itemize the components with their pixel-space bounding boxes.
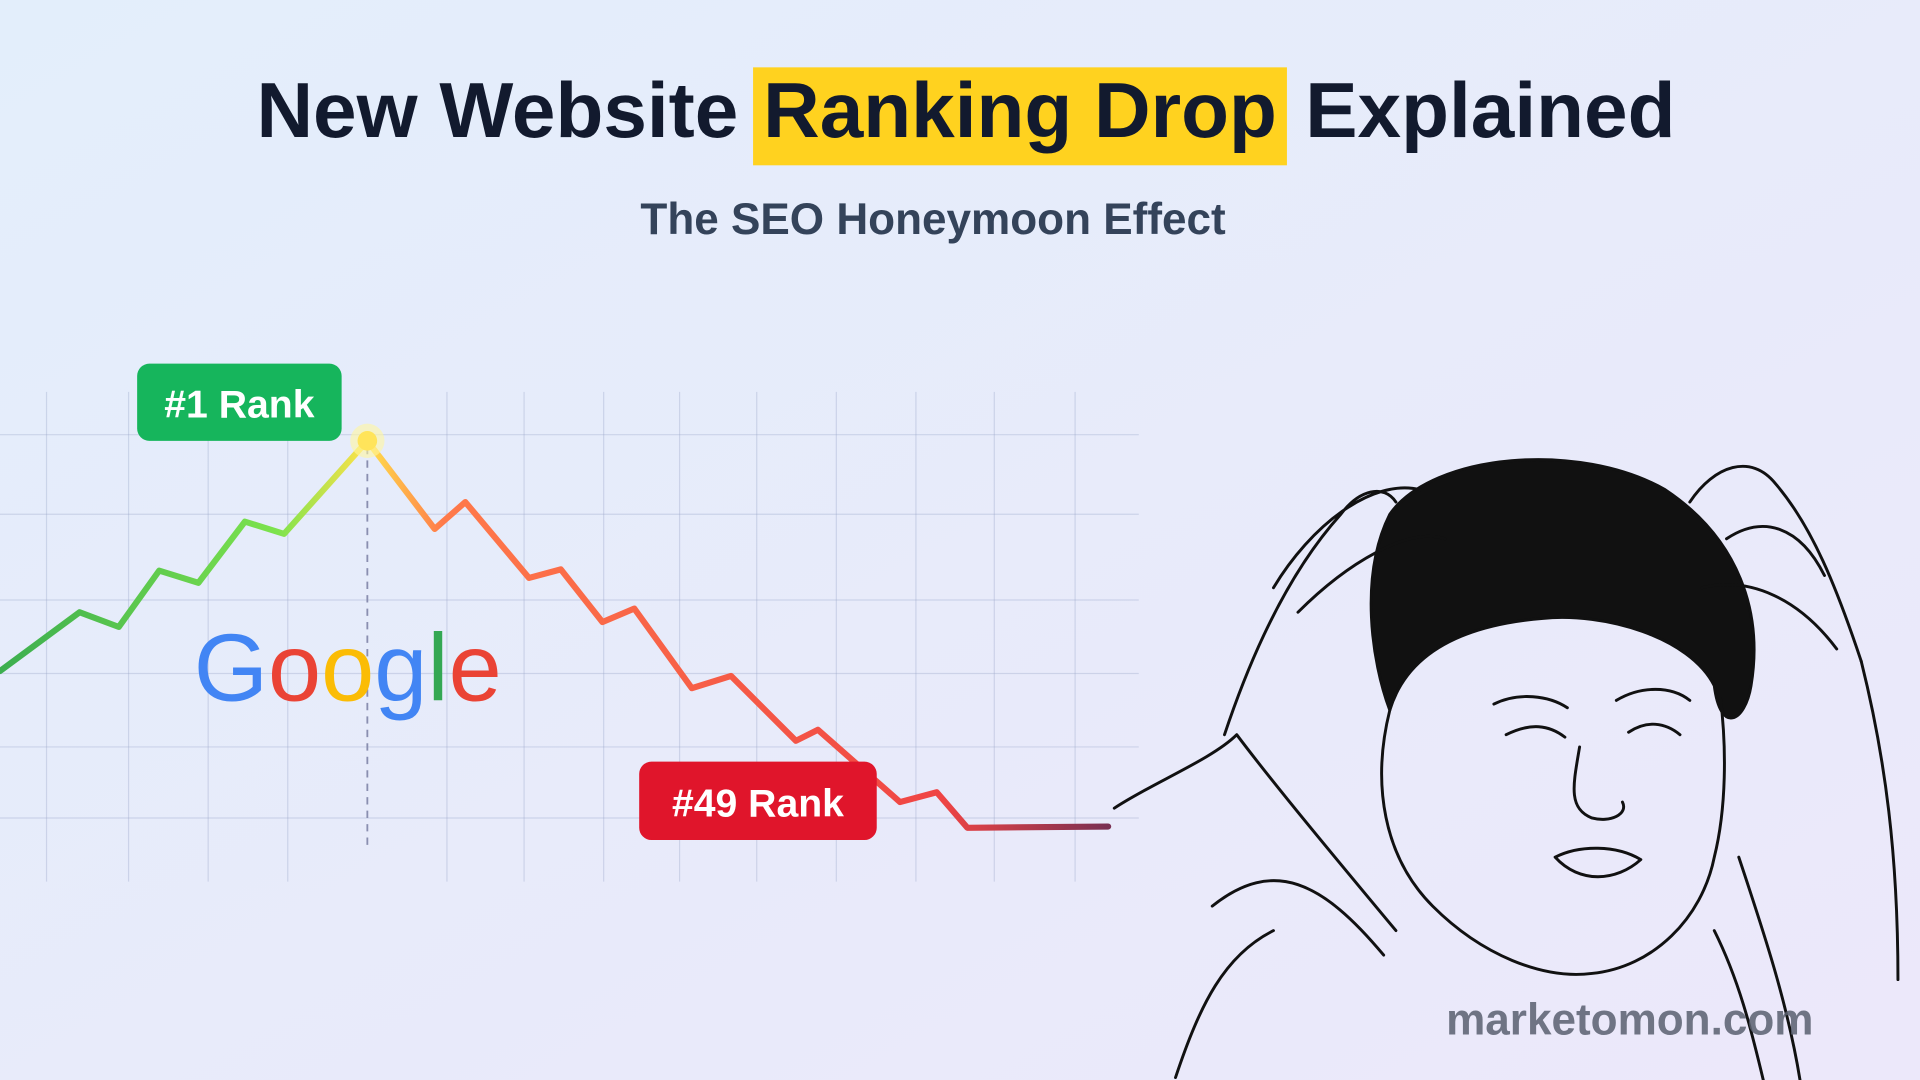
logo-letter: G	[194, 615, 268, 721]
logo-letter: e	[449, 615, 502, 721]
watermark: marketomon.com	[1446, 996, 1813, 1045]
title: New Website	[256, 66, 738, 154]
subtitle: The SEO Honeymoon Effect	[640, 195, 1226, 244]
peak-label: #1 Rank	[164, 384, 314, 427]
title: Explained	[1305, 66, 1675, 154]
logo-letter: o	[321, 615, 374, 721]
peak-dot	[357, 431, 378, 451]
peak-badge	[137, 363, 342, 441]
drop-badge	[639, 761, 877, 840]
google-logo: Google	[194, 615, 502, 721]
stressed-face-illustration	[1112, 458, 1900, 1080]
logo-letter: o	[268, 615, 321, 721]
title-highlight	[753, 67, 1287, 166]
title: Ranking Drop	[763, 66, 1277, 154]
logo-letter: g	[374, 615, 427, 721]
logo-letter: l	[427, 615, 448, 721]
drop-label: #49 Rank	[672, 783, 844, 826]
